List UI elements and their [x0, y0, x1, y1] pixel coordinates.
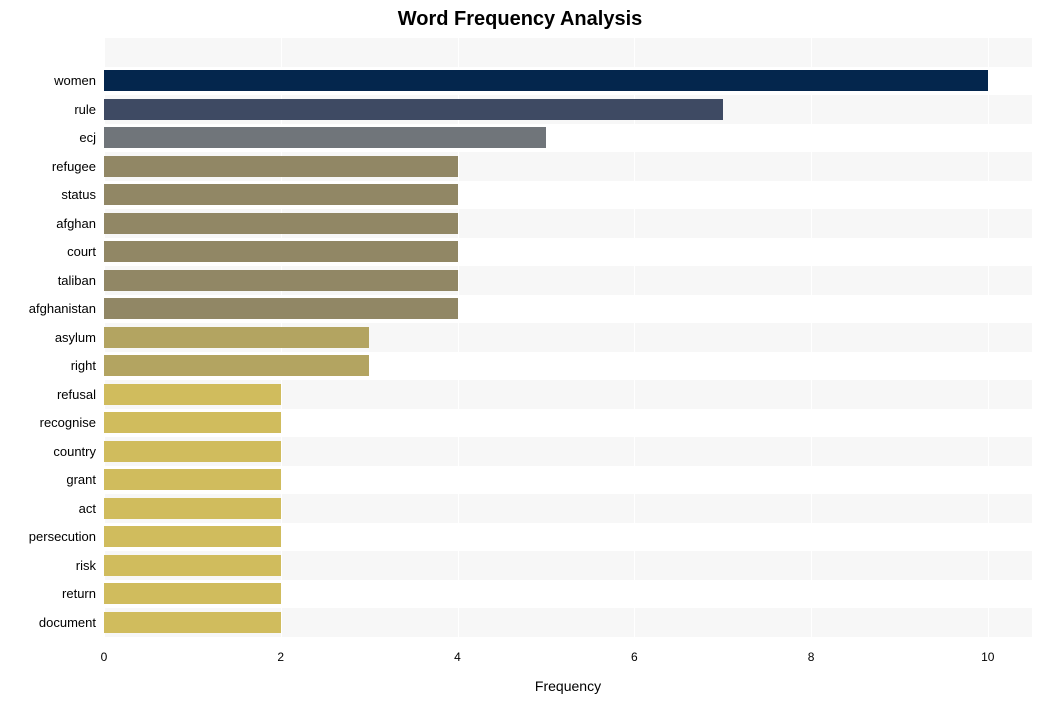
bar [104, 327, 369, 348]
bar [104, 241, 458, 262]
x-tick-label: 8 [808, 650, 815, 664]
bar [104, 298, 458, 319]
x-tick-label: 0 [101, 650, 108, 664]
x-gridline [811, 38, 812, 640]
bar [104, 127, 546, 148]
y-axis-label: act [0, 501, 96, 516]
y-axis-label: document [0, 615, 96, 630]
y-axis-label: ecj [0, 130, 96, 145]
plot-bg-band [104, 38, 1032, 67]
y-axis-label: afghan [0, 216, 96, 231]
bar [104, 355, 369, 376]
x-tick-label: 10 [981, 650, 994, 664]
y-axis-label: afghanistan [0, 301, 96, 316]
x-tick-label: 6 [631, 650, 638, 664]
bar [104, 469, 281, 490]
y-axis-label: women [0, 73, 96, 88]
y-axis-label: refugee [0, 159, 96, 174]
bar [104, 498, 281, 519]
chart-container: Word Frequency Analysis women rule ecj refu… [0, 0, 1040, 701]
y-axis-label: risk [0, 558, 96, 573]
chart-title: Word Frequency Analysis [0, 8, 1040, 31]
y-axis-label: country [0, 444, 96, 459]
bar [104, 526, 281, 547]
x-gridline [988, 38, 989, 640]
bar [104, 583, 281, 604]
bar [104, 441, 281, 462]
y-axis-label: asylum [0, 330, 96, 345]
y-axis-label: taliban [0, 273, 96, 288]
plot-area [104, 38, 1032, 640]
y-axis-label: rule [0, 102, 96, 117]
y-axis-label: status [0, 187, 96, 202]
y-axis-label: recognise [0, 415, 96, 430]
x-tick-label: 2 [277, 650, 284, 664]
bar [104, 270, 458, 291]
bar [104, 384, 281, 405]
plot-bg-band [104, 637, 1032, 641]
bar [104, 612, 281, 633]
bar [104, 184, 458, 205]
y-axis-label: persecution [0, 529, 96, 544]
y-axis-label: right [0, 358, 96, 373]
bar [104, 213, 458, 234]
bar [104, 412, 281, 433]
bar [104, 156, 458, 177]
y-axis-label: court [0, 244, 96, 259]
bar [104, 70, 988, 91]
x-gridline [634, 38, 635, 640]
x-axis-title: Frequency [104, 678, 1032, 694]
bar [104, 99, 723, 120]
bar [104, 555, 281, 576]
y-axis-label: return [0, 586, 96, 601]
y-axis-label: refusal [0, 387, 96, 402]
y-axis-label: grant [0, 472, 96, 487]
x-tick-label: 4 [454, 650, 461, 664]
